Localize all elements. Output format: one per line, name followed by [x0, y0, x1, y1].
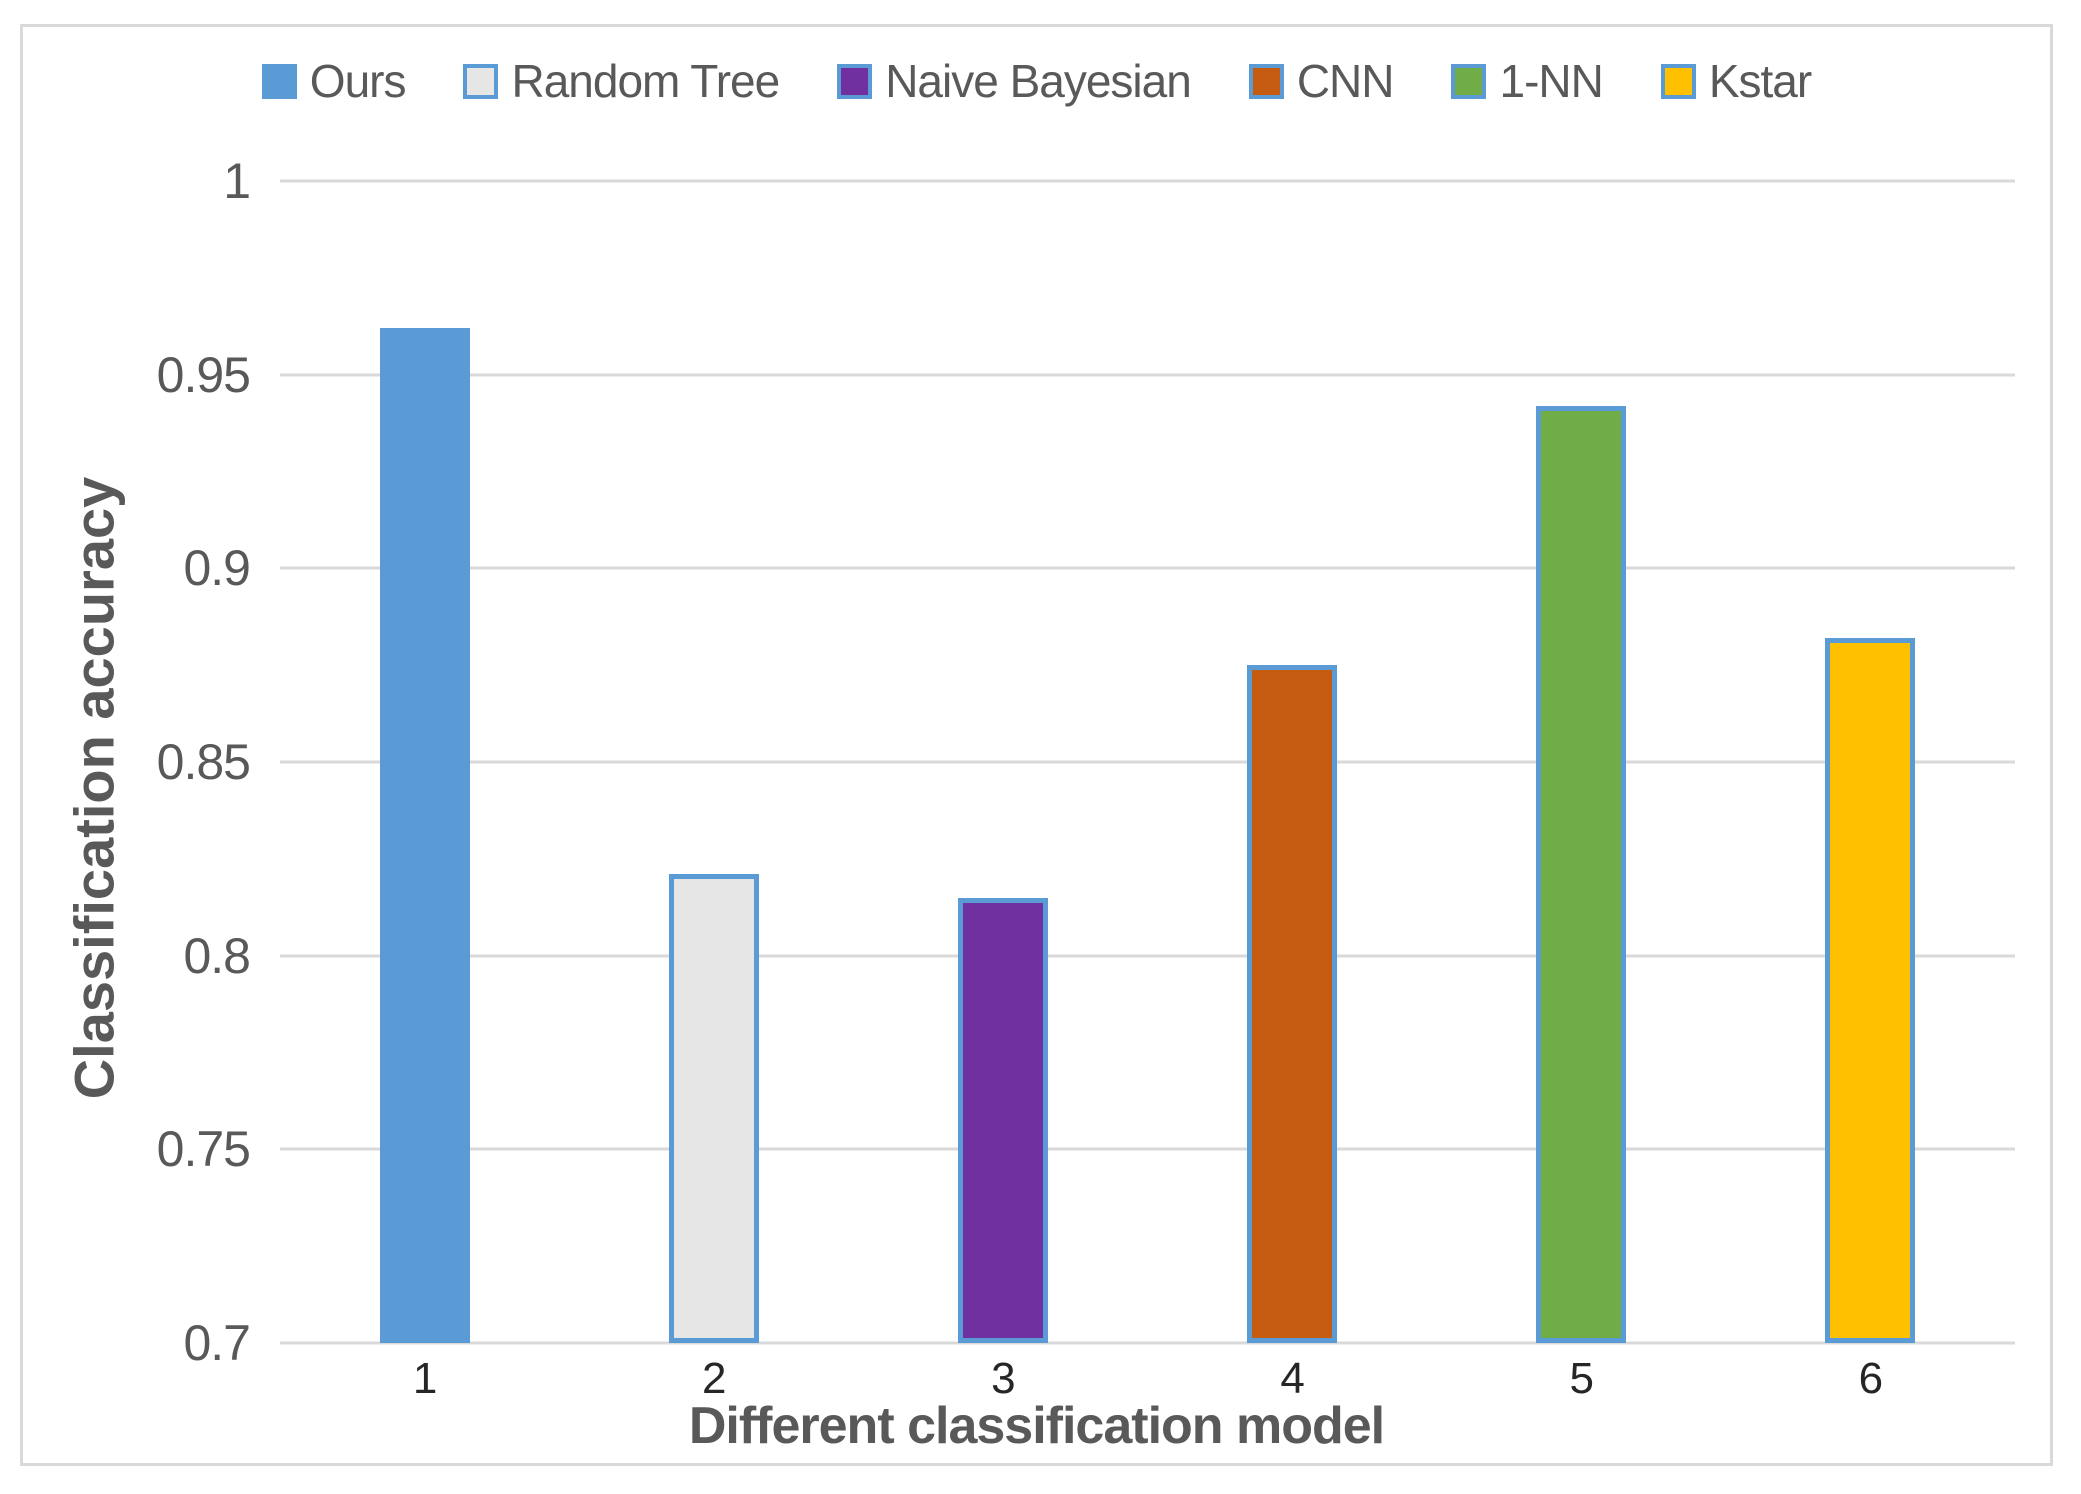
gridline — [280, 954, 2015, 958]
legend-swatch-icon — [463, 63, 499, 99]
gridline — [280, 1147, 2015, 1151]
legend-item-5: Kstar — [1660, 55, 1812, 107]
y-tick-label: 0.75 — [156, 1121, 251, 1178]
legend-swatch-icon — [261, 63, 297, 99]
legend-label: Kstar — [1708, 55, 1812, 107]
legend: Ours Random Tree Naive Bayesian CNN 1-NN Ksta… — [20, 58, 2053, 104]
gridline — [280, 760, 2015, 764]
y-tick-label: 0.8 — [183, 927, 251, 984]
bar-1-nn — [1536, 405, 1627, 1343]
y-tick-label: 1 — [223, 153, 251, 209]
x-category-label: 5 — [1569, 1354, 1594, 1403]
legend-item-0: Ours — [261, 55, 407, 107]
x-category-label: 3 — [991, 1354, 1015, 1403]
gridline — [280, 1341, 2015, 1345]
gridline — [280, 566, 2015, 570]
y-tick-label: 0.7 — [183, 1315, 251, 1371]
legend-item-1: Random Tree — [463, 55, 780, 107]
legend-label: 1-NN — [1499, 55, 1603, 107]
legend-label: Ours — [309, 55, 407, 107]
y-tick-label: 0.9 — [183, 540, 251, 597]
legend-swatch-icon — [837, 63, 873, 99]
legend-label: Naive Bayesian — [885, 55, 1192, 107]
legend-label: Random Tree — [511, 55, 780, 107]
x-axis-title: Different classification model — [688, 1397, 1385, 1455]
x-category-label: 2 — [702, 1354, 726, 1403]
legend-item-2: Naive Bayesian — [837, 55, 1192, 107]
bar-naive-bayesian — [957, 897, 1048, 1343]
legend-swatch-icon — [1248, 63, 1284, 99]
x-category-label: 6 — [1858, 1354, 1883, 1403]
legend-label: CNN — [1296, 55, 1395, 107]
bar-random-tree — [668, 874, 759, 1343]
legend-swatch-icon — [1660, 63, 1696, 99]
bar-kstar — [1825, 638, 1916, 1343]
y-tick-label: 0.95 — [156, 346, 251, 403]
bar-cnn — [1247, 665, 1338, 1343]
legend-swatch-icon — [1451, 63, 1487, 99]
legend-item-4: 1-NN — [1451, 55, 1604, 107]
x-category-label: 4 — [1280, 1354, 1304, 1403]
bar-ours — [379, 328, 470, 1343]
gridline — [280, 179, 2015, 183]
y-tick-label: 0.85 — [156, 734, 251, 790]
gridline — [280, 373, 2015, 377]
x-category-label: 1 — [412, 1354, 437, 1403]
legend-item-3: CNN — [1248, 55, 1395, 107]
plot-area — [280, 179, 2015, 1345]
